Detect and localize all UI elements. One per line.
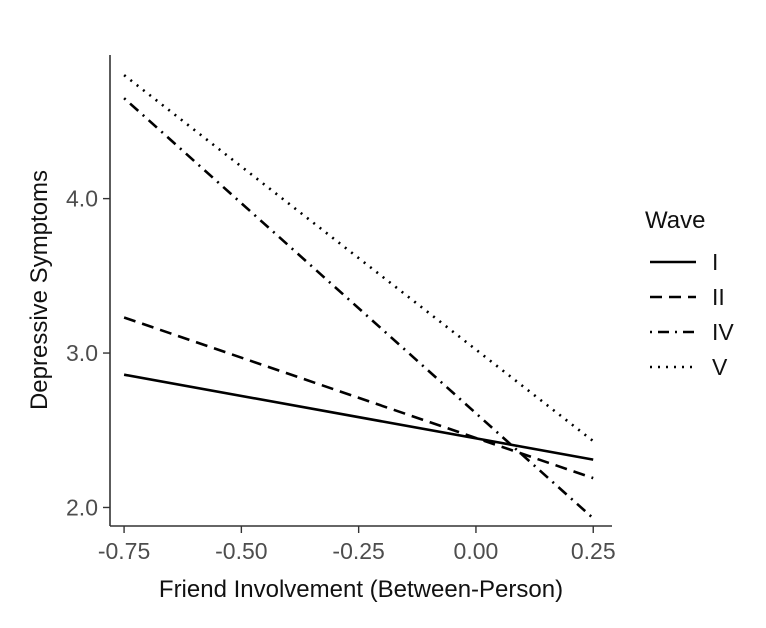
legend-label-wave-ii: II — [712, 284, 725, 310]
y-axis-ticks: 2.0 3.0 4.0 — [66, 186, 110, 520]
legend-label-wave-v: V — [712, 354, 728, 380]
y-tick-label: 2.0 — [66, 494, 98, 520]
plot-area — [123, 74, 595, 520]
legend-label-wave-iv: IV — [712, 319, 734, 345]
axes — [109, 55, 612, 527]
y-axis-title: Depressive Symptoms — [26, 170, 53, 410]
x-tick-label: -0.50 — [215, 538, 267, 564]
x-tick-label: -0.75 — [98, 538, 150, 564]
legend-label-wave-i: I — [712, 249, 718, 275]
legend-title: Wave — [645, 207, 705, 234]
y-tick-label: 3.0 — [66, 340, 98, 366]
y-tick-label: 4.0 — [66, 186, 98, 212]
x-tick-label: 0.25 — [571, 538, 616, 564]
x-axis-title: Friend Involvement (Between-Person) — [159, 576, 563, 603]
x-axis-ticks: -0.75 -0.50 -0.25 0.00 0.25 — [98, 526, 616, 564]
x-tick-label: 0.00 — [454, 538, 499, 564]
series-line-wave-ii — [123, 316, 594, 480]
x-tick-label: -0.25 — [332, 538, 384, 564]
series-line-wave-iv — [123, 97, 595, 520]
series-line-wave-v — [123, 74, 594, 443]
series-line-wave-i — [123, 373, 594, 461]
